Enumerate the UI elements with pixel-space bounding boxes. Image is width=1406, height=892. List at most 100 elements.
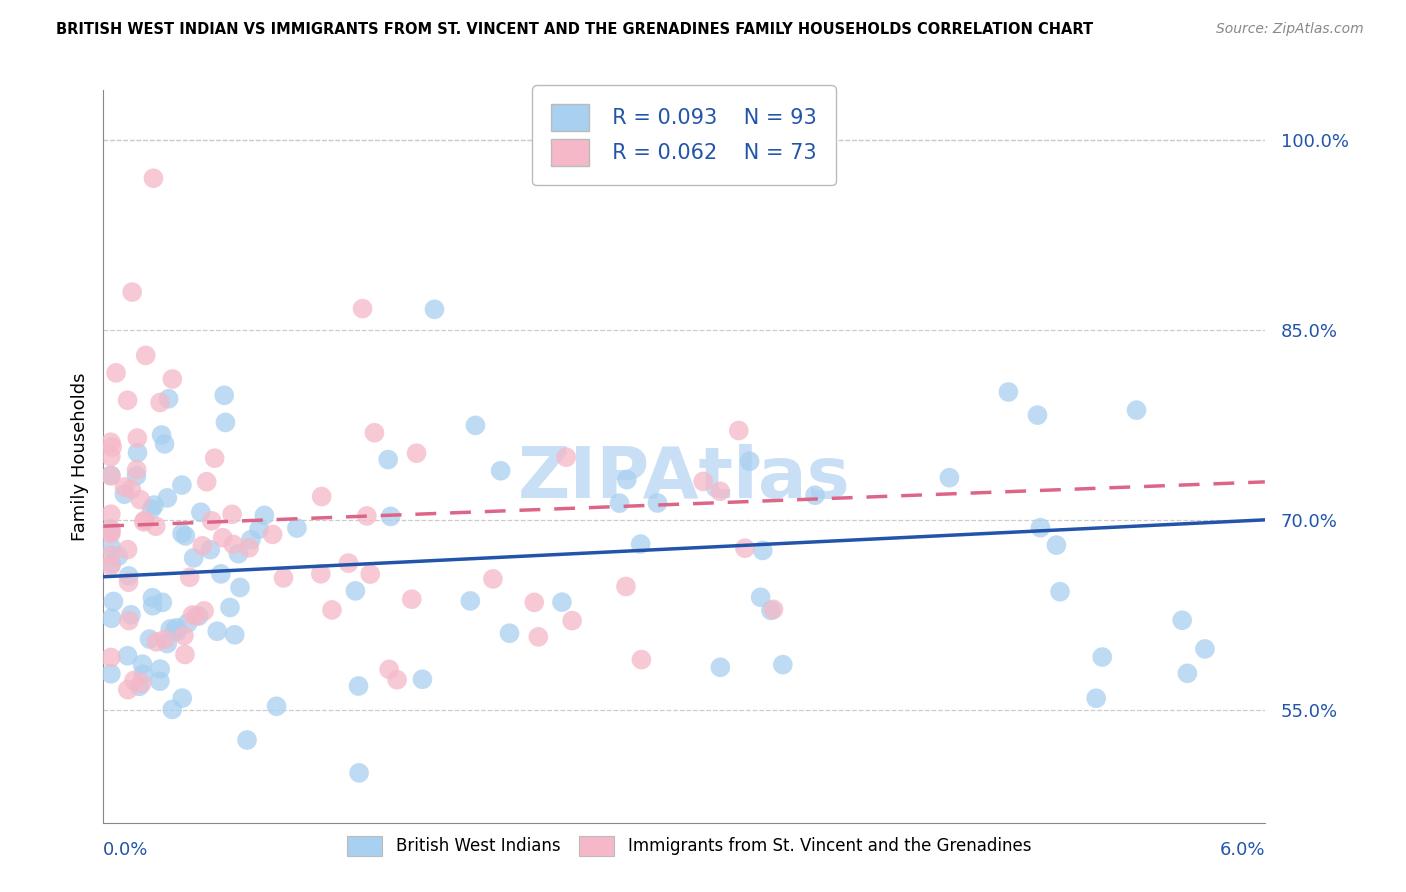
Point xyxy=(309,566,332,581)
Point xyxy=(186,609,208,624)
Point xyxy=(749,591,772,605)
Point xyxy=(117,393,139,408)
Point xyxy=(1171,613,1194,627)
Point xyxy=(122,673,145,688)
Point xyxy=(561,614,583,628)
Point xyxy=(190,505,212,519)
Point xyxy=(100,666,122,681)
Point xyxy=(100,611,122,625)
Point xyxy=(117,648,139,663)
Point xyxy=(212,388,235,402)
Point xyxy=(100,522,122,536)
Point xyxy=(201,514,224,528)
Point xyxy=(352,301,374,316)
Point xyxy=(170,526,193,541)
Point xyxy=(239,533,262,547)
Point xyxy=(156,636,179,650)
Point xyxy=(229,581,252,595)
Point xyxy=(117,682,139,697)
Point xyxy=(174,529,197,543)
Point xyxy=(253,508,276,523)
Point xyxy=(630,537,652,551)
Point xyxy=(131,657,153,672)
Point xyxy=(134,513,156,527)
Point xyxy=(179,570,201,584)
Point xyxy=(411,673,433,687)
Point xyxy=(498,626,520,640)
Point xyxy=(344,583,367,598)
Point xyxy=(464,418,486,433)
Point xyxy=(157,392,180,406)
Point xyxy=(200,542,222,557)
Point xyxy=(132,667,155,681)
Point xyxy=(609,496,631,510)
Point xyxy=(114,480,136,494)
Point xyxy=(647,496,669,510)
Point xyxy=(221,508,243,522)
Point xyxy=(204,451,226,466)
Point xyxy=(762,602,785,616)
Point xyxy=(321,603,343,617)
Point xyxy=(1049,584,1071,599)
Legend:   R = 0.093    N = 93,   R = 0.062    N = 73: R = 0.093 N = 93, R = 0.062 N = 73 xyxy=(533,86,835,185)
Point xyxy=(150,428,173,442)
Point xyxy=(347,765,370,780)
Point xyxy=(772,657,794,672)
Point xyxy=(125,463,148,477)
Point xyxy=(100,650,122,665)
Point xyxy=(121,285,143,299)
Point xyxy=(236,733,259,747)
Point xyxy=(1029,521,1052,535)
Point xyxy=(118,614,141,628)
Point xyxy=(1091,650,1114,665)
Point xyxy=(127,445,149,459)
Point xyxy=(150,595,173,609)
Point xyxy=(195,475,218,489)
Point xyxy=(311,490,333,504)
Point xyxy=(938,471,960,485)
Point xyxy=(191,539,214,553)
Point xyxy=(166,621,188,635)
Point xyxy=(219,600,242,615)
Point xyxy=(551,595,574,609)
Point xyxy=(804,488,827,502)
Point xyxy=(135,348,157,362)
Point xyxy=(759,603,782,617)
Point xyxy=(100,450,122,464)
Point xyxy=(117,542,139,557)
Point xyxy=(347,679,370,693)
Point xyxy=(100,507,122,521)
Point xyxy=(378,662,401,676)
Point xyxy=(128,679,150,693)
Point xyxy=(527,630,550,644)
Point xyxy=(149,662,172,676)
Point xyxy=(120,607,142,622)
Point xyxy=(630,652,652,666)
Point xyxy=(238,541,260,555)
Point xyxy=(142,599,165,613)
Text: 6.0%: 6.0% xyxy=(1219,841,1265,859)
Point xyxy=(162,372,184,386)
Point xyxy=(193,604,215,618)
Point xyxy=(100,559,122,574)
Point xyxy=(100,469,122,483)
Point xyxy=(751,543,773,558)
Point xyxy=(1045,538,1067,552)
Point xyxy=(224,628,246,642)
Point xyxy=(247,522,270,536)
Point xyxy=(266,699,288,714)
Point xyxy=(166,624,188,639)
Point xyxy=(112,487,135,501)
Point xyxy=(163,623,186,637)
Point xyxy=(162,702,184,716)
Point xyxy=(482,572,505,586)
Text: 0.0%: 0.0% xyxy=(103,841,149,859)
Point xyxy=(405,446,427,460)
Point xyxy=(131,676,153,690)
Point xyxy=(100,526,122,541)
Point xyxy=(363,425,385,440)
Point xyxy=(100,435,122,450)
Point xyxy=(692,475,714,489)
Point xyxy=(222,537,245,551)
Point xyxy=(153,437,176,451)
